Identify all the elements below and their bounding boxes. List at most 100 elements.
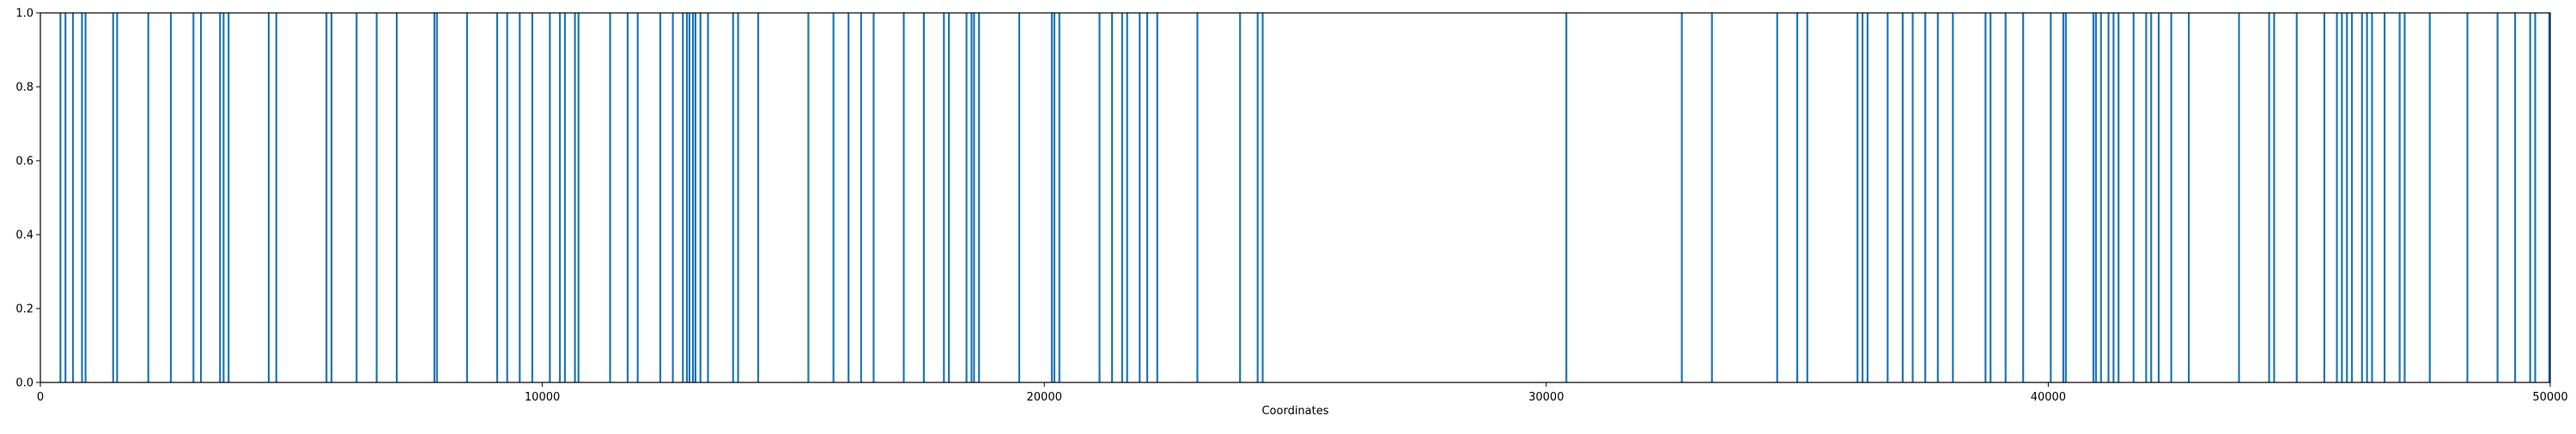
bar: [2094, 13, 2098, 382]
bar: [2273, 13, 2275, 382]
bar: [2099, 13, 2102, 382]
bar: [2112, 13, 2115, 382]
bar: [699, 13, 702, 382]
bar: [395, 13, 398, 382]
bar: [1156, 13, 1158, 382]
bar: [81, 13, 83, 382]
bar: [465, 13, 469, 382]
bar: [848, 13, 850, 382]
bar: [2150, 13, 2153, 382]
bar: [1984, 13, 1987, 382]
bar: [1911, 13, 1914, 382]
bar: [2092, 13, 2095, 382]
bar: [330, 13, 333, 382]
bar: [2050, 13, 2052, 382]
bar: [1710, 13, 1713, 382]
bar: [732, 13, 734, 382]
bar: [1866, 13, 1869, 382]
bar: [71, 13, 75, 382]
bar: [577, 13, 580, 382]
y-tick-label: 0.4: [15, 229, 33, 242]
bar: [84, 13, 87, 382]
bar: [116, 13, 118, 382]
bar: [2004, 13, 2007, 382]
bar: [609, 13, 611, 382]
bar: [694, 13, 696, 382]
bar: [832, 13, 835, 382]
bar: [1856, 13, 1859, 382]
x-tick-label: 30000: [1528, 391, 1564, 404]
bar: [2064, 13, 2067, 382]
bar: [1776, 13, 1778, 382]
bar: [169, 13, 173, 382]
bar: [2360, 13, 2363, 382]
bar: [192, 13, 195, 382]
y-tick-label: 1.0: [15, 8, 33, 21]
bar: [375, 13, 378, 382]
bar: [2403, 13, 2406, 382]
bar: [199, 13, 203, 382]
bar: [1126, 13, 1128, 382]
bar: [2132, 13, 2135, 382]
bar: [2295, 13, 2298, 382]
bar: [626, 13, 629, 382]
y-axis: 0.0 0.2 0.4 0.6 0.8 1.0: [15, 8, 40, 390]
bar: [978, 13, 981, 382]
bar: [433, 13, 436, 382]
bar: [685, 13, 689, 382]
bar: [228, 13, 230, 382]
bar: [2466, 13, 2469, 382]
bar: [325, 13, 328, 382]
bar: [435, 13, 438, 382]
bar: [2341, 13, 2343, 382]
bar: [737, 13, 739, 382]
bar: [1050, 13, 1054, 382]
bar: [659, 13, 662, 382]
bar: [506, 13, 508, 382]
bar: [267, 13, 270, 382]
bar: [636, 13, 639, 382]
bar: [1239, 13, 1242, 382]
bar: [1936, 13, 1939, 382]
bar: [973, 13, 975, 382]
x-tick-label: 40000: [2031, 391, 2066, 404]
bar: [2548, 13, 2550, 382]
bar: [2350, 13, 2354, 382]
bar: [965, 13, 968, 382]
bar: [2062, 13, 2065, 382]
bar: [1139, 13, 1141, 382]
plot-frame: [39, 12, 2551, 383]
bar: [2157, 13, 2160, 382]
bar: [2170, 13, 2172, 382]
bar: [2366, 13, 2368, 382]
bar: [1796, 13, 1799, 382]
bar: [2534, 13, 2537, 382]
bar: [558, 13, 562, 382]
bar: [519, 13, 521, 382]
bar: [495, 13, 499, 382]
bar: [948, 13, 951, 382]
bar: [943, 13, 945, 382]
y-tick-label: 0.2: [15, 303, 33, 316]
bar: [563, 13, 567, 382]
bar: [756, 13, 760, 382]
bar: [1862, 13, 1864, 382]
bar: [1680, 13, 1683, 382]
bar: [1806, 13, 1808, 382]
bar: [1121, 13, 1123, 382]
bar: [222, 13, 225, 382]
bar: [807, 13, 810, 382]
bar: [872, 13, 875, 382]
bar: [671, 13, 674, 382]
bar: [2346, 13, 2348, 382]
bar: [860, 13, 862, 382]
bar: [2336, 13, 2338, 382]
bar: [59, 13, 62, 382]
bar: [1924, 13, 1927, 382]
bar: [922, 13, 925, 382]
bar: [1196, 13, 1199, 382]
bar: [1901, 13, 1904, 382]
bar: [707, 13, 709, 382]
bar: [1952, 13, 1954, 382]
bar: [355, 13, 358, 382]
